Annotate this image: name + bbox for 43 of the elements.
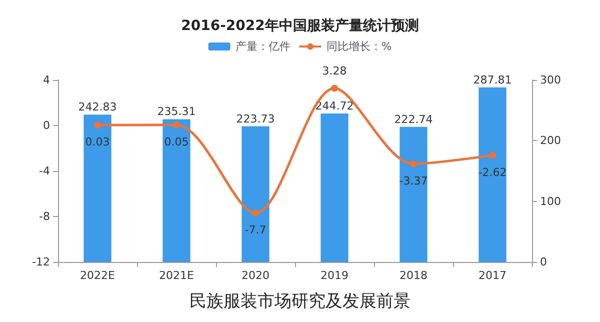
data-label: 244.72 bbox=[315, 100, 354, 113]
data-label: 0.05 bbox=[164, 135, 189, 148]
y-tick-label: -12 bbox=[32, 256, 50, 268]
x-tick-label: 2022E bbox=[80, 269, 116, 282]
legend-label: 同比增长：% bbox=[326, 40, 392, 53]
data-label: 287.81 bbox=[473, 73, 512, 86]
data-label: 0.03 bbox=[85, 136, 110, 149]
y2-tick-label: 200 bbox=[540, 134, 561, 148]
x-tick-label: 2019 bbox=[320, 269, 348, 282]
bar bbox=[242, 126, 270, 262]
x-tick-label: 2017 bbox=[478, 269, 506, 282]
point bbox=[489, 152, 496, 159]
y-tick-label: -8 bbox=[39, 210, 50, 223]
y2-tick-label: 300 bbox=[540, 74, 561, 86]
bar bbox=[320, 114, 348, 262]
y-tick-label: -4 bbox=[39, 164, 50, 178]
data-label: -7.7 bbox=[244, 224, 266, 237]
point bbox=[410, 160, 417, 168]
point bbox=[331, 84, 338, 92]
x-tick-label: 2021E bbox=[159, 269, 194, 282]
data-label: -2.62 bbox=[478, 166, 507, 179]
y-tick-label: 0 bbox=[43, 119, 50, 132]
point bbox=[252, 210, 259, 217]
bar bbox=[162, 119, 190, 262]
data-label: 222.74 bbox=[394, 112, 433, 126]
data-label: 235.31 bbox=[157, 105, 196, 118]
text: 民族服装市场研究及发展前景 bbox=[190, 292, 410, 312]
bar bbox=[84, 114, 112, 262]
data-label: 242.83 bbox=[78, 100, 117, 114]
point bbox=[173, 121, 180, 128]
y2-tick-label: 0 bbox=[540, 256, 547, 268]
point bbox=[94, 122, 101, 129]
chart-title: 2016-2022年中国服装产量统计预测 bbox=[181, 17, 419, 34]
bar bbox=[478, 87, 506, 262]
legend-label: 产量：亿件 bbox=[235, 40, 290, 53]
bar bbox=[400, 126, 428, 262]
data-label: -3.37 bbox=[399, 174, 428, 188]
data-label: 223.73 bbox=[236, 112, 275, 126]
x-tick-label: 2018 bbox=[400, 269, 428, 282]
x-tick-label: 2020 bbox=[242, 269, 270, 282]
data-label: 3.28 bbox=[322, 64, 347, 78]
y2-tick-label: 100 bbox=[540, 194, 561, 208]
y-tick-label: 4 bbox=[43, 74, 50, 86]
